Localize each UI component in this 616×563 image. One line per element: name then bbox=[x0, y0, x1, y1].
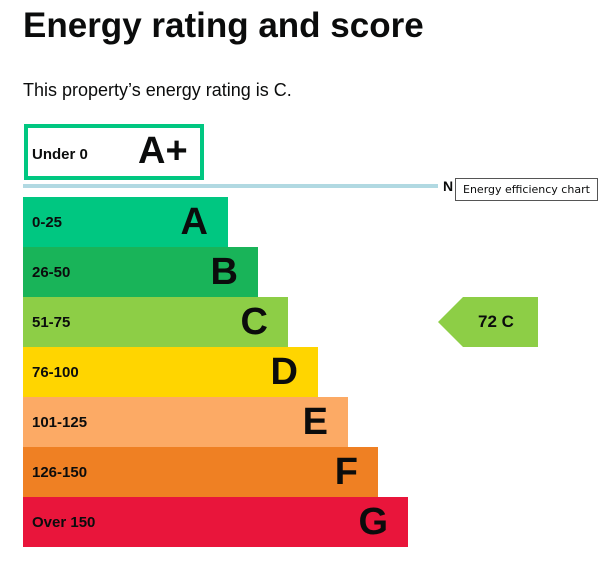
tooltip: Energy efficiency chart bbox=[455, 178, 598, 201]
band-letter: C bbox=[240, 301, 268, 343]
band-range: 51-75 bbox=[32, 314, 71, 331]
band-letter: B bbox=[210, 251, 238, 293]
band-letter: G bbox=[358, 501, 388, 543]
band-d: 76-100 D bbox=[23, 347, 318, 397]
band-range: 0-25 bbox=[32, 214, 63, 231]
band-b: 26-50 B bbox=[23, 247, 258, 297]
score-text: 72 C bbox=[478, 312, 514, 331]
current-score-marker: 72 C bbox=[438, 297, 538, 347]
band-letter: D bbox=[270, 351, 298, 393]
band-range: Under 0 bbox=[32, 146, 88, 163]
band-range: 126-150 bbox=[32, 464, 88, 481]
band-a-plus: Under 0 A+ bbox=[24, 124, 204, 180]
band-letter: E bbox=[302, 401, 328, 443]
net-zero-label: N bbox=[443, 178, 454, 194]
band-f: 126-150 F bbox=[23, 447, 378, 497]
score-arrow bbox=[438, 297, 538, 347]
band-letter: A+ bbox=[138, 130, 188, 172]
rating-summary: This property’s energy rating is C. bbox=[23, 80, 292, 100]
band-c: 51-75 C bbox=[23, 297, 288, 347]
band-e: 101-125 E bbox=[23, 397, 348, 447]
band-letter: A bbox=[180, 201, 208, 243]
net-zero-line bbox=[23, 184, 438, 188]
band-range: 26-50 bbox=[32, 264, 71, 281]
band-range: Over 150 bbox=[32, 514, 96, 531]
band-range: 101-125 bbox=[32, 414, 88, 431]
band-a: 0-25 A bbox=[23, 197, 228, 247]
page-title: Energy rating and score bbox=[23, 6, 424, 45]
band-range: 76-100 bbox=[32, 364, 79, 381]
band-g: Over 150 G bbox=[23, 497, 408, 547]
band-letter: F bbox=[334, 451, 358, 493]
